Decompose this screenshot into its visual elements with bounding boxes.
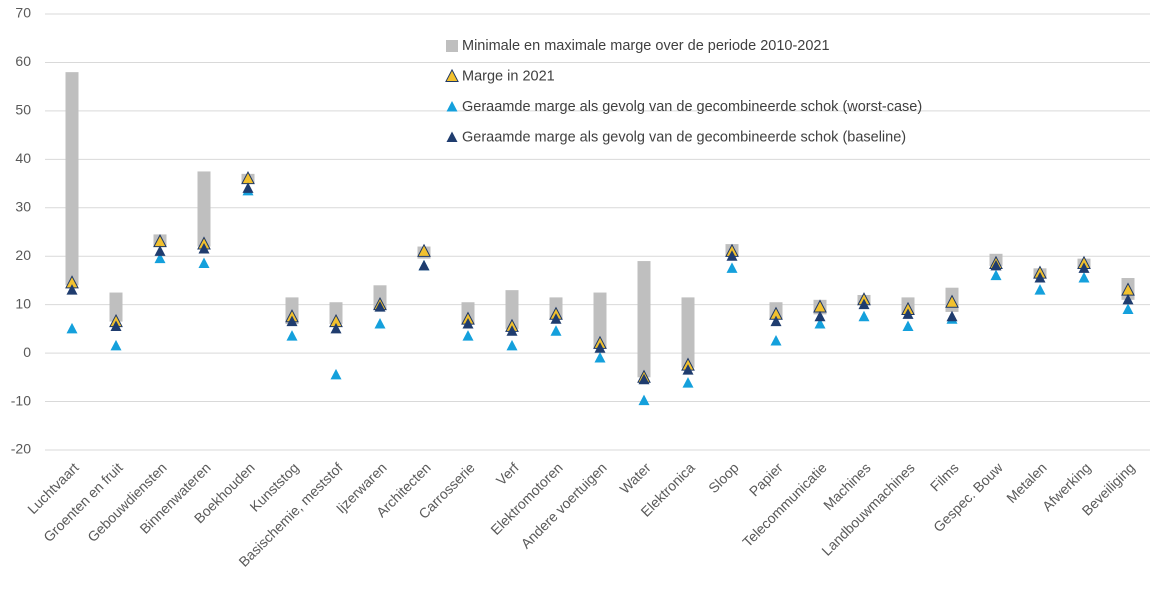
marker <box>990 269 1002 281</box>
x-tick-label: Papier <box>746 459 786 499</box>
x-tick-label: Gebouwdiensten <box>84 459 170 545</box>
range-bar <box>197 171 211 247</box>
range-bar <box>637 261 651 378</box>
marker <box>506 325 518 336</box>
x-tick-label: Sloop <box>705 459 742 496</box>
legend-swatch <box>446 131 458 142</box>
legend-swatch <box>446 40 458 52</box>
marker <box>154 252 166 264</box>
marker <box>1078 272 1090 283</box>
marker <box>726 262 738 273</box>
range-bar <box>329 302 343 325</box>
marker <box>638 373 650 385</box>
marker <box>374 318 386 329</box>
marker <box>945 294 959 308</box>
marker <box>110 320 122 331</box>
marker <box>330 368 342 380</box>
y-tick-label: 50 <box>15 102 31 118</box>
marker <box>1122 293 1134 305</box>
marker <box>770 315 782 327</box>
range-bar <box>593 292 607 349</box>
x-tick-label: Water <box>616 459 654 497</box>
x-tick-label: Films <box>927 459 962 494</box>
marker <box>66 284 78 295</box>
marker <box>374 301 386 312</box>
marker <box>154 245 166 256</box>
x-tick-label: Telecommunicatie <box>739 459 830 550</box>
marker <box>550 325 562 336</box>
marker <box>902 308 914 319</box>
marker <box>770 335 782 346</box>
marker <box>242 182 254 193</box>
marker <box>814 318 826 329</box>
marker <box>1122 303 1134 315</box>
range-bar <box>109 292 123 322</box>
x-tick-label: Andere voertuigen <box>518 459 610 551</box>
marker <box>594 351 606 363</box>
marker <box>550 313 562 324</box>
marker <box>858 310 870 322</box>
marker <box>594 342 606 353</box>
marker <box>286 315 298 327</box>
marker <box>638 394 650 406</box>
marker <box>66 322 78 334</box>
marker <box>330 322 342 334</box>
y-tick-label: -20 <box>11 441 31 457</box>
marker <box>462 318 474 329</box>
legend-label: Marge in 2021 <box>462 68 555 84</box>
legend-swatch <box>446 101 458 112</box>
marker <box>418 259 430 271</box>
marker <box>1078 262 1090 273</box>
marker <box>858 298 870 310</box>
marker <box>286 330 298 341</box>
marker <box>198 242 210 254</box>
y-tick-label: 30 <box>15 198 31 214</box>
marker <box>990 259 1002 271</box>
y-tick-label: -10 <box>11 392 31 408</box>
legend-label: Geraamde marge als gevolg van de gecombi… <box>462 99 922 115</box>
legend-swatch <box>445 68 459 82</box>
marker <box>110 339 122 351</box>
marker <box>1034 272 1046 283</box>
range-bar <box>681 297 695 368</box>
legend-label: Minimale en maximale marge over de perio… <box>462 38 830 54</box>
marker <box>814 310 826 322</box>
marker <box>417 243 431 257</box>
y-tick-label: 10 <box>15 295 31 311</box>
marker <box>462 330 474 341</box>
marker <box>946 310 958 322</box>
y-tick-label: 70 <box>15 5 31 21</box>
y-tick-label: 60 <box>15 53 31 69</box>
range-bar <box>65 72 79 286</box>
y-tick-label: 20 <box>15 247 31 263</box>
x-tick-label: Verf <box>493 459 522 488</box>
y-tick-label: 0 <box>23 344 31 360</box>
marker <box>682 377 694 388</box>
marker <box>506 339 518 351</box>
marker <box>198 257 210 268</box>
marker <box>902 320 914 331</box>
x-tick-label: Groenten en fruit <box>40 459 126 545</box>
marker <box>1034 284 1046 295</box>
marker <box>726 250 738 261</box>
range-bar <box>505 290 519 329</box>
legend-label: Geraamde marge als gevolg van de gecombi… <box>462 129 906 145</box>
marker <box>682 364 694 375</box>
y-tick-label: 40 <box>15 150 31 166</box>
